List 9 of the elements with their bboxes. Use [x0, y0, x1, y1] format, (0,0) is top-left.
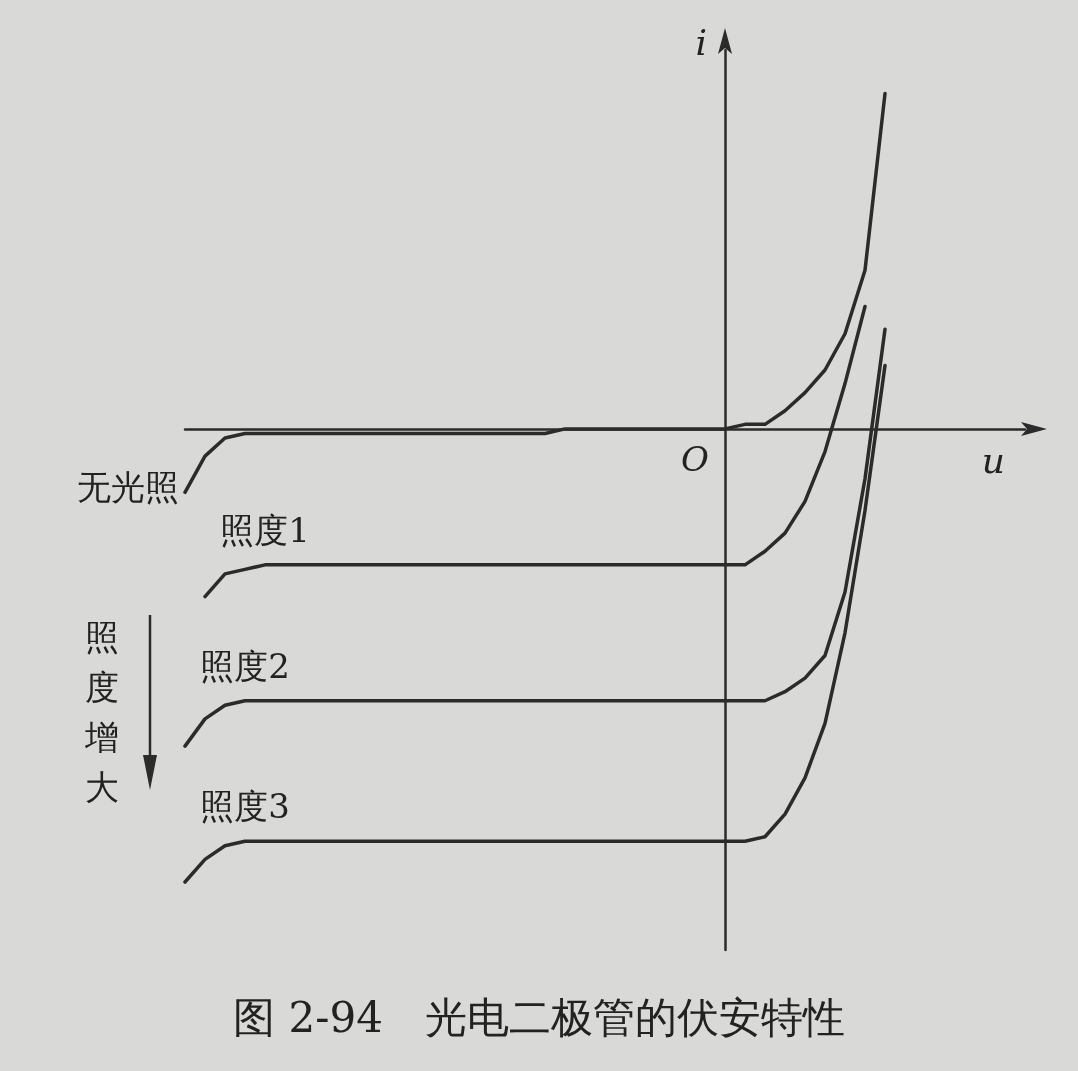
- x-axis-title: u: [981, 440, 1005, 482]
- series-label: 照度1: [220, 509, 310, 550]
- y-axis-title: i: [695, 21, 707, 63]
- text: 图 2-94 光电二极管的伏安特性: [233, 992, 845, 1042]
- series-label: 照度3: [200, 786, 290, 827]
- text: 照度增大: [84, 616, 120, 809]
- series-label: 照度2: [200, 645, 290, 686]
- series-label: 无光照: [77, 467, 179, 508]
- annotation: O: [681, 438, 709, 479]
